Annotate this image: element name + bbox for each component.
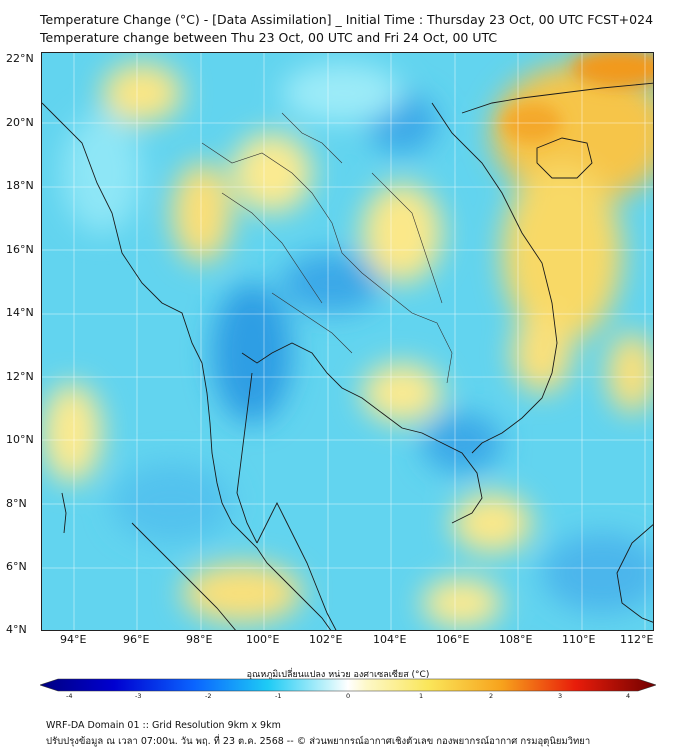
lat-label: 4°N <box>6 623 27 636</box>
map-canvas <box>42 53 653 630</box>
map-subtitle: Temperature change between Thu 23 Oct, 0… <box>40 30 498 45</box>
colorbar-tick: 4 <box>626 692 631 700</box>
lon-label: 108°E <box>499 633 533 646</box>
colorbar-tick: 2 <box>489 692 494 700</box>
lon-label: 106°E <box>436 633 470 646</box>
temperature-change-map <box>41 52 654 631</box>
model-info: WRF-DA Domain 01 :: Grid Resolution 9km … <box>46 720 281 731</box>
colorbar-tick: 3 <box>558 692 563 700</box>
lat-label: 20°N <box>6 116 34 129</box>
colorbar-title: อุณหภูมิเปลี่ยนแปลง หน่วย องศาเซลเซียส (… <box>246 670 430 680</box>
graticule <box>42 53 653 630</box>
lat-label: 14°N <box>6 306 34 319</box>
lat-label: 6°N <box>6 560 27 573</box>
map-title: Temperature Change (°C) - [Data Assimila… <box>40 12 654 27</box>
lat-label: 18°N <box>6 179 34 192</box>
lon-label: 112°E <box>620 633 654 646</box>
colorbar <box>40 678 656 692</box>
lon-label: 96°E <box>123 633 150 646</box>
lat-label: 12°N <box>6 370 34 383</box>
lat-label: 22°N <box>6 52 34 65</box>
lon-label: 100°E <box>246 633 280 646</box>
coastlines <box>42 82 653 630</box>
colorbar-bar <box>40 678 656 692</box>
colorbar-tick: 1 <box>419 692 424 700</box>
lon-label: 98°E <box>186 633 213 646</box>
lat-label: 8°N <box>6 497 27 510</box>
lat-label: 10°N <box>6 433 34 446</box>
update-credit: ปรับปรุงข้อมูล ณ เวลา 07:00น. วัน พฤ. ที… <box>46 736 591 747</box>
lon-label: 94°E <box>60 633 87 646</box>
colorbar-tick: -3 <box>135 692 142 700</box>
colorbar-tick: -1 <box>275 692 282 700</box>
colorbar-tick: -2 <box>205 692 212 700</box>
field-patches <box>42 63 653 628</box>
colorbar-tick: 0 <box>346 692 351 700</box>
borders <box>201 112 453 384</box>
lon-label: 110°E <box>562 633 596 646</box>
lon-label: 104°E <box>373 633 407 646</box>
lon-label: 102°E <box>309 633 343 646</box>
colorbar-tick: -4 <box>66 692 73 700</box>
lat-label: 16°N <box>6 243 34 256</box>
